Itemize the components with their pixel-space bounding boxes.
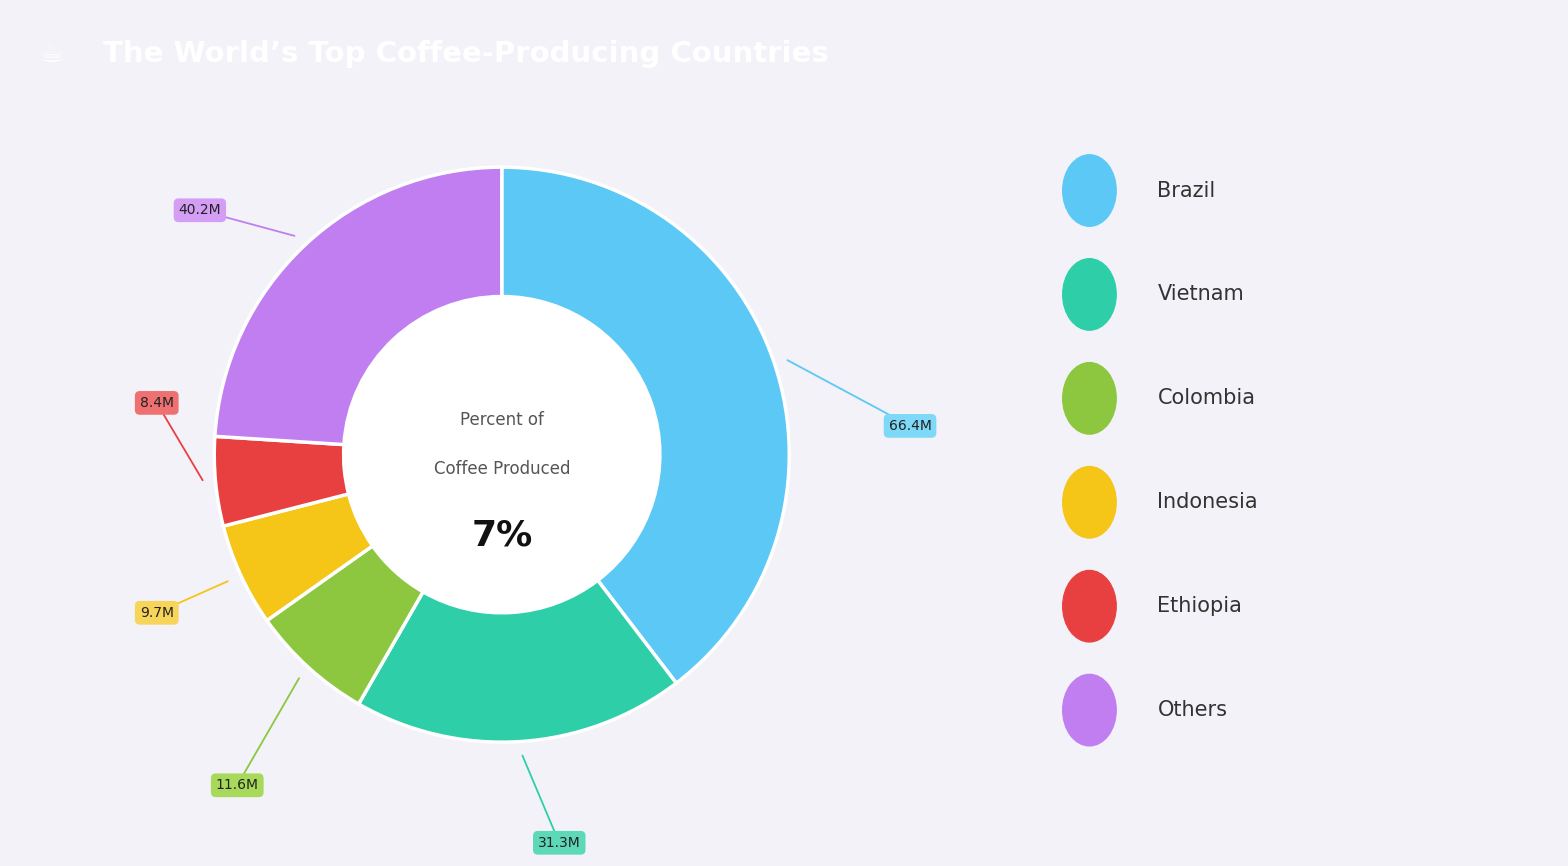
Text: ☕: ☕: [41, 41, 64, 68]
Text: 31.3M: 31.3M: [538, 836, 580, 850]
Text: 8.4M: 8.4M: [140, 396, 174, 410]
Text: 9.7M: 9.7M: [140, 606, 174, 620]
Text: Vietnam: Vietnam: [1157, 284, 1245, 305]
Text: Indonesia: Indonesia: [1157, 492, 1258, 513]
Wedge shape: [359, 580, 676, 742]
Text: The World’s Top Coffee-Producing Countries: The World’s Top Coffee-Producing Countri…: [103, 41, 829, 68]
Text: 7%: 7%: [470, 518, 533, 553]
Circle shape: [1063, 675, 1116, 746]
Wedge shape: [215, 436, 348, 527]
Text: Percent of: Percent of: [459, 411, 544, 430]
Circle shape: [343, 296, 660, 613]
Wedge shape: [267, 546, 423, 704]
Circle shape: [1063, 467, 1116, 538]
Circle shape: [1063, 571, 1116, 642]
Text: Coffee Produced: Coffee Produced: [433, 460, 571, 478]
Circle shape: [1063, 155, 1116, 226]
Wedge shape: [502, 167, 789, 683]
Circle shape: [1063, 363, 1116, 434]
Text: 66.4M: 66.4M: [889, 419, 931, 433]
Text: Others: Others: [1157, 700, 1228, 721]
Circle shape: [1063, 259, 1116, 330]
Wedge shape: [215, 167, 502, 444]
Wedge shape: [223, 494, 373, 621]
Text: Colombia: Colombia: [1157, 388, 1256, 409]
Text: Brazil: Brazil: [1157, 180, 1215, 201]
Text: 11.6M: 11.6M: [216, 779, 259, 792]
Text: 40.2M: 40.2M: [179, 204, 221, 217]
Text: Ethiopia: Ethiopia: [1157, 596, 1242, 617]
